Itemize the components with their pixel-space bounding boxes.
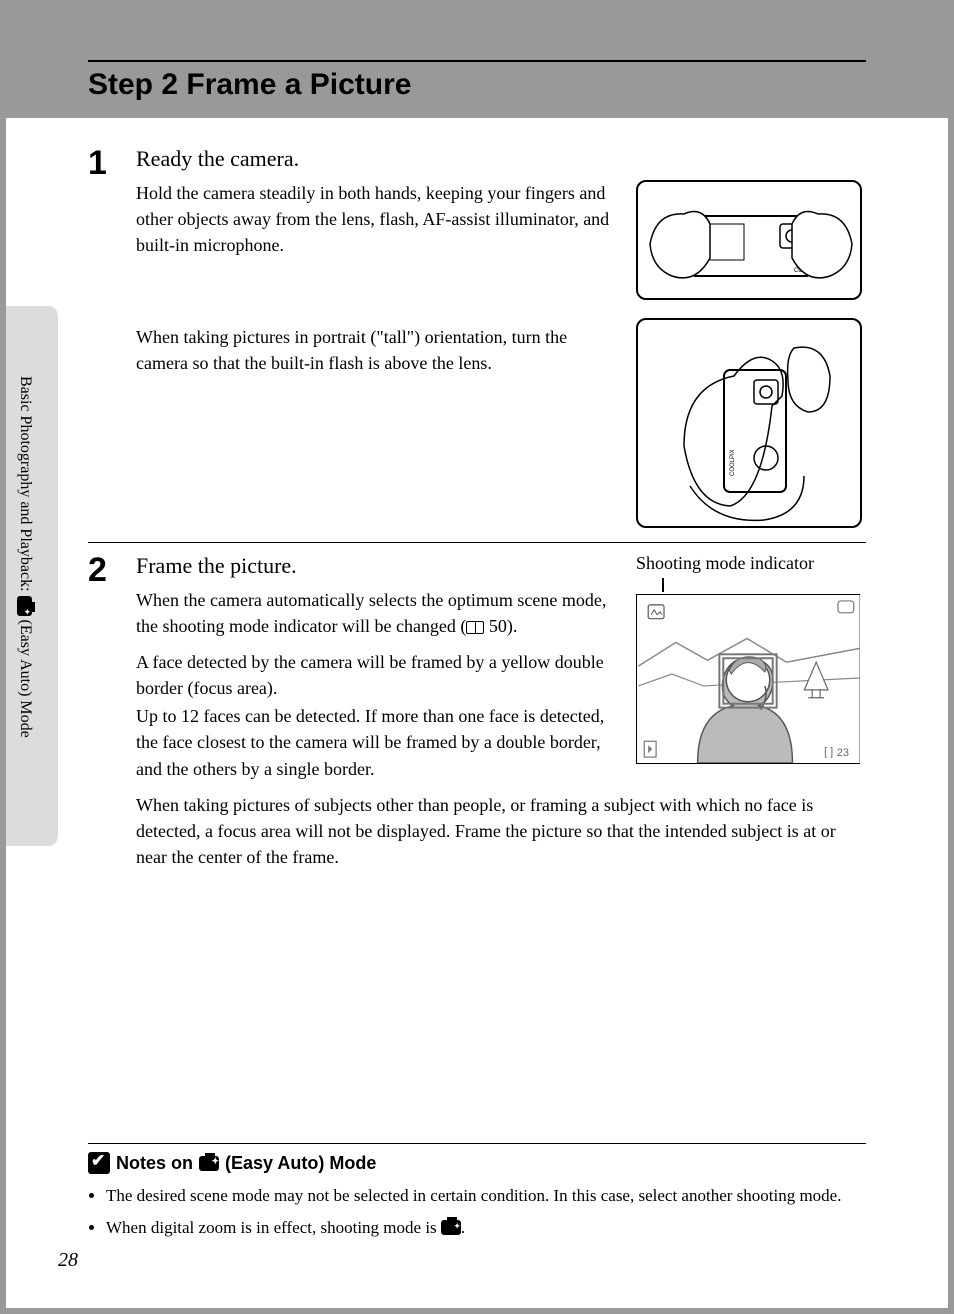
step-1-figcol: COOLPIX COOLPIX <box>636 180 866 528</box>
camera-icon <box>441 1220 461 1235</box>
step-1-heading: Ready the camera. <box>136 146 866 172</box>
step-1-textcol: Hold the camera steadily in both hands, … <box>136 180 612 386</box>
page: Step 2 Frame a Picture Basic Photography… <box>0 0 954 1314</box>
step-2-para-4: When taking pictures of subjects other t… <box>136 792 866 870</box>
step-1-row: Hold the camera steadily in both hands, … <box>136 180 866 528</box>
fig-hold-landscape: COOLPIX <box>636 180 862 300</box>
step-1-para-2: When taking pictures in portrait ("tall"… <box>136 324 612 376</box>
lcd-illustration: [ ] <box>637 595 861 763</box>
indicator-pointer <box>662 578 664 592</box>
side-tab-text: Basic Photography and Playback: (Easy Au… <box>16 376 34 836</box>
notes-heading: Notes on (Easy Auto) Mode <box>88 1152 866 1174</box>
step-2: 2 Frame the picture. When the camera aut… <box>88 543 866 880</box>
notes-bullets: The desired scene mode may not be select… <box>88 1184 866 1240</box>
side-text-b: (Easy Auto) Mode <box>16 620 34 738</box>
top-gray-band <box>6 6 948 46</box>
side-text-a: Basic Photography and Playback: <box>16 376 34 592</box>
step-2-para-1a: When the camera automatically selects th… <box>136 590 606 636</box>
camera-icon <box>18 596 33 616</box>
step-1-body: Ready the camera. Hold the camera steadi… <box>136 146 866 528</box>
step-2-ref: 50 <box>489 616 507 636</box>
content: 1 Ready the camera. Hold the camera stea… <box>88 136 866 1248</box>
book-icon <box>466 621 484 634</box>
notes-bullet-2-text: When digital zoom is in effect, shooting… <box>106 1218 437 1237</box>
svg-text:[ ]: [ ] <box>824 746 833 758</box>
indicator-label: Shooting mode indicator <box>636 553 866 574</box>
camera-hold-landscape-illustration: COOLPIX <box>644 188 858 296</box>
notes-heading-a: Notes on <box>116 1153 193 1174</box>
fig-hold-portrait: COOLPIX <box>636 318 862 528</box>
camera-hold-portrait-illustration: COOLPIX <box>644 326 858 524</box>
camera-icon <box>199 1156 219 1171</box>
lcd-shots-remaining: 23 <box>837 747 849 759</box>
step-2-row: Frame the picture. When the camera autom… <box>136 553 866 792</box>
step-2-figcol: Shooting mode indicator <box>636 553 866 764</box>
step-1: 1 Ready the camera. Hold the camera stea… <box>88 136 866 528</box>
lcd-preview: [ ] 23 <box>636 594 860 764</box>
step-2-heading: Frame the picture. <box>136 553 612 579</box>
step-2-number: 2 <box>88 553 118 880</box>
step-2-para-2: A face detected by the camera will be fr… <box>136 649 612 701</box>
page-title: Step 2 Frame a Picture <box>88 68 411 102</box>
step-2-textcol: Frame the picture. When the camera autom… <box>136 553 612 792</box>
notes-bullet-1: The desired scene mode may not be select… <box>106 1184 866 1208</box>
page-number: 28 <box>58 1249 78 1272</box>
step-2-para-1: When the camera automatically selects th… <box>136 587 612 639</box>
notes-heading-b: (Easy Auto) Mode <box>225 1153 376 1174</box>
header-gray-band: Step 2 Frame a Picture <box>6 46 948 118</box>
step-2-body: Frame the picture. When the camera autom… <box>136 553 866 880</box>
notes-rule <box>88 1143 866 1144</box>
notes-section: Notes on (Easy Auto) Mode The desired sc… <box>88 1143 866 1248</box>
spacer <box>136 268 612 324</box>
step-1-number: 1 <box>88 146 118 528</box>
notes-bullet-2: When digital zoom is in effect, shooting… <box>106 1216 866 1240</box>
step-2-para-1b: ). <box>507 616 518 636</box>
check-badge-icon <box>88 1152 110 1174</box>
step-1-para-1: Hold the camera steadily in both hands, … <box>136 180 612 258</box>
header-rule <box>88 60 866 62</box>
step-2-para-3: Up to 12 faces can be detected. If more … <box>136 703 612 781</box>
